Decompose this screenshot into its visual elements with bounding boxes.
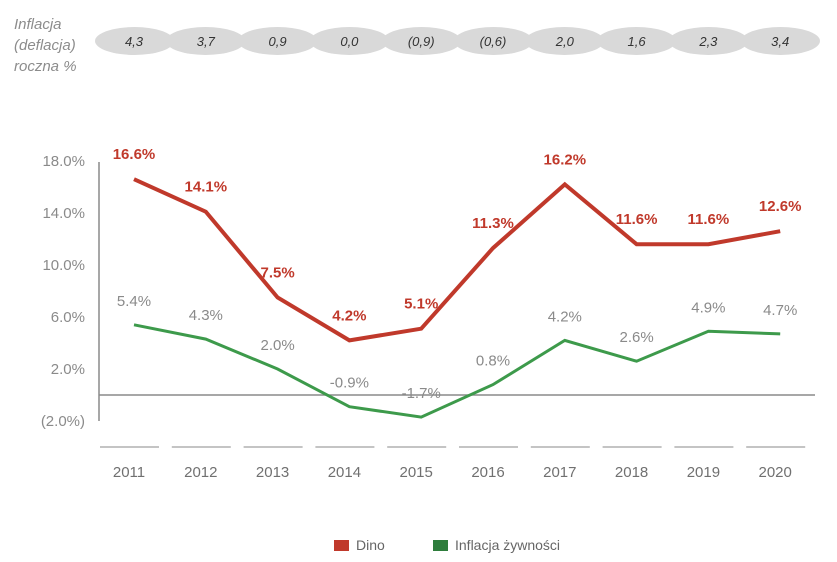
legend-label: Dino <box>356 537 385 553</box>
inflation-pill: 3,4 <box>740 27 820 55</box>
x-tick-label: 2016 <box>471 464 504 481</box>
x-tick-label: 2011 <box>113 464 145 481</box>
x-tick-label: 2019 <box>687 464 720 481</box>
x-tick-label: 2020 <box>759 464 792 481</box>
inflation-pill: (0,9) <box>381 27 461 55</box>
series-line-dino <box>133 177 781 343</box>
y-tick-label: (2.0%) <box>41 413 85 430</box>
data-label: -0.9% <box>330 375 369 392</box>
data-label: 11.6% <box>688 211 730 228</box>
y-tick-label: 2.0% <box>51 361 85 378</box>
inflation-row-label: Inflacja (deflacja) roczna % <box>14 14 94 77</box>
inflation-label-line: (deflacja) <box>14 37 76 54</box>
inflation-pill: 3,7 <box>166 27 246 55</box>
data-label: 12.6% <box>759 198 802 215</box>
y-tick-label: 18.0% <box>42 153 85 170</box>
legend-swatch-food-inflation <box>433 539 448 551</box>
x-tick-label: 2018 <box>615 464 648 481</box>
series-line-food-inflation <box>133 323 781 419</box>
x-tick-label: 2014 <box>328 464 361 481</box>
data-label: 4.7% <box>763 302 797 319</box>
legend-swatch-dino <box>334 539 349 551</box>
data-label: 4.2% <box>548 308 582 325</box>
data-label: 0.8% <box>476 353 510 370</box>
data-label: 5.1% <box>404 296 438 313</box>
y-tick-label: 10.0% <box>42 257 85 274</box>
data-label: 16.2% <box>544 151 587 168</box>
y-tick-label: 6.0% <box>51 309 85 326</box>
x-tick-label: 2013 <box>256 464 289 481</box>
x-tick-label: 2012 <box>184 464 217 481</box>
inflation-pill: 4,3 <box>94 27 174 55</box>
data-label: 11.6% <box>616 211 658 228</box>
data-label: -1.7% <box>402 385 441 402</box>
inflation-pill: 2,0 <box>525 27 605 55</box>
inflation-pill: 2,3 <box>668 27 748 55</box>
data-label: 5.4% <box>117 293 151 310</box>
data-label: 11.3% <box>472 215 514 232</box>
legend-item-food-inflation: Inflacja żywności <box>433 537 560 553</box>
legend-label: Inflacja żywności <box>455 537 561 553</box>
data-label: 4.9% <box>691 299 725 316</box>
y-tick-label: 14.0% <box>42 205 85 222</box>
legend-item-dino: Dino <box>334 537 385 553</box>
inflation-pill: 1,6 <box>597 27 677 55</box>
data-label: 2.0% <box>260 337 294 354</box>
data-label: 14.1% <box>185 179 228 196</box>
data-label: 4.2% <box>332 307 366 324</box>
inflation-label-line: Inflacja <box>14 16 62 33</box>
data-label: 4.3% <box>189 307 223 324</box>
inflation-pill: (0,6) <box>453 27 533 55</box>
data-label: 7.5% <box>260 265 294 282</box>
x-tick-label: 2017 <box>543 464 576 481</box>
data-label: 16.6% <box>113 146 156 163</box>
inflation-pill: 0,0 <box>309 27 389 55</box>
inflation-label-line: roczna % <box>14 58 77 75</box>
inflation-pill: 0,9 <box>238 27 318 55</box>
x-tick-label: 2015 <box>400 464 433 481</box>
data-label: 2.6% <box>619 329 653 346</box>
